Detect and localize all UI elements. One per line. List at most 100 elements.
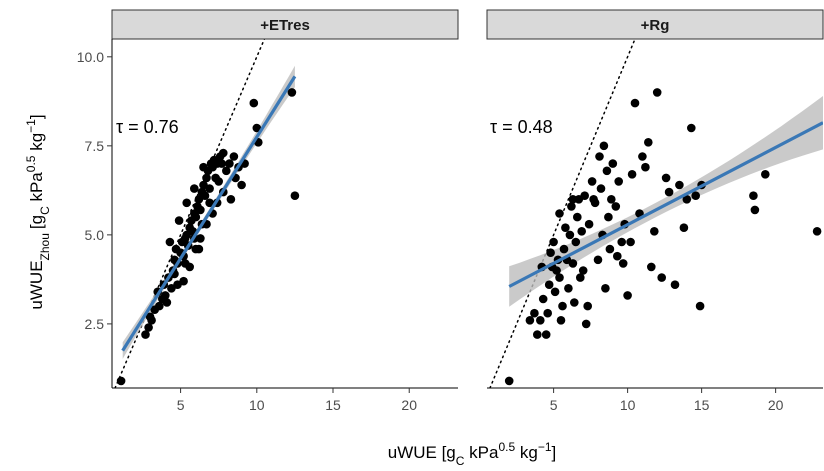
data-point-etres [194,244,204,254]
y-title-unit-mid: kPa [27,172,46,207]
tau-annotation-rg: τ = 0.48 [490,117,553,137]
data-point-rg [504,376,514,386]
x-tick-label: 15 [694,397,710,413]
data-point-rg [549,237,558,247]
data-point-etres [141,330,150,339]
panel-title-etres: +ETres [260,17,310,34]
x-axis-title: uWUE [gC kPa0.5 kg−1] [388,440,557,468]
x-title-exp: 0.5 [498,440,515,454]
data-point-etres [202,173,211,183]
x-tick-label: 5 [177,397,185,413]
data-point-rg [589,195,598,204]
data-point-rg [530,308,539,318]
data-point-rg [538,294,548,304]
data-point-rg [614,177,623,186]
y-tick-label: 7.5 [85,138,105,154]
data-point-rg [555,209,564,218]
x-tick-label: 20 [768,397,784,413]
panel-title-rg: +Rg [641,17,670,34]
data-point-rg [679,223,689,232]
data-point-rg [647,262,656,272]
data-point-rg [578,266,588,275]
x-title-end: ] [552,443,557,462]
data-point-etres [174,216,184,225]
data-point-rg [607,195,616,204]
data-point-rg [580,191,589,200]
data-point-rg [613,251,622,261]
data-point-etres [196,234,205,243]
data-point-etres [237,180,246,190]
y-title-unit-c: C [38,206,52,215]
data-point-rg [587,177,597,186]
data-point-rg [691,191,700,200]
data-point-rg [568,259,578,268]
plot-area-rg [489,39,823,388]
data-point-etres [226,195,236,204]
data-point-etres [249,98,259,108]
data-point-etres [180,259,190,268]
data-point-etres [205,184,214,193]
data-point-rg [675,180,684,190]
x-title-mid: kPa [464,443,499,462]
x-tick-label: 10 [620,397,636,413]
data-point-rg [577,227,586,236]
data-point-etres [191,212,201,222]
data-point-rg [568,195,578,204]
y-title-unit-kg: kg [27,133,46,156]
x-title-c: C [456,454,465,468]
data-point-rg [581,319,591,329]
x-tick-label: 5 [550,397,558,413]
x-tick-label: 15 [325,397,341,413]
data-point-rg [595,152,604,161]
data-point-etres [252,123,262,133]
data-point-rg [558,301,567,311]
data-point-etres [211,173,220,183]
data-point-rg [556,316,566,325]
x-tick-label: 20 [401,397,417,413]
panel-strip-rg: +Rg [486,9,824,40]
data-point-rg [596,184,606,193]
x-title-kg: kg [515,443,538,462]
data-point-etres [205,198,214,208]
data-point-etres [162,298,172,307]
data-point-etres [144,323,153,332]
y-title-unit-end: ] [27,114,46,119]
x-title-kgexp: −1 [538,440,552,454]
panel-strip-etres: +ETres [111,9,459,40]
y-title-sub: Zhou [38,233,52,260]
data-point-etres [222,166,231,176]
data-point-rg [555,273,564,282]
y-axis-title: uWUEZhou [gC kPa0.5 kg−1] [24,114,52,309]
y-title-main: uWUE [27,260,46,309]
data-point-rg [687,123,696,133]
data-point-etres [182,198,191,208]
data-point-etres [155,301,164,311]
y-title-unit-exp: 0.5 [24,155,38,172]
data-point-rg [630,98,640,108]
data-point-etres [116,376,126,386]
y-title-unit-kgexp: −1 [24,119,38,133]
data-point-etres [173,280,182,290]
data-point-rg [695,301,705,311]
data-point-rg [525,316,535,325]
data-point-etres [145,312,155,322]
y-axis-ticks: 2.5 5.0 7.5 10.0 [77,49,112,332]
data-point-rg [750,205,760,215]
x-axis-ticks-etres: 5 10 15 20 [177,388,417,413]
data-point-rg [565,230,575,240]
data-point-rg [576,273,585,282]
fit-line-rg [508,121,823,288]
data-point-rg [657,273,666,282]
data-point-rg [546,248,555,257]
data-point-etres [290,191,300,200]
data-point-rg [584,219,594,229]
fit-line-etres [121,75,297,352]
data-point-rg [533,330,542,339]
data-point-rg [559,244,569,254]
data-point-etres [200,191,210,200]
plot-area-etres [114,39,300,388]
one-to-one-line-etres [114,39,266,388]
data-point-rg [644,138,653,147]
data-point-rg [601,284,610,293]
